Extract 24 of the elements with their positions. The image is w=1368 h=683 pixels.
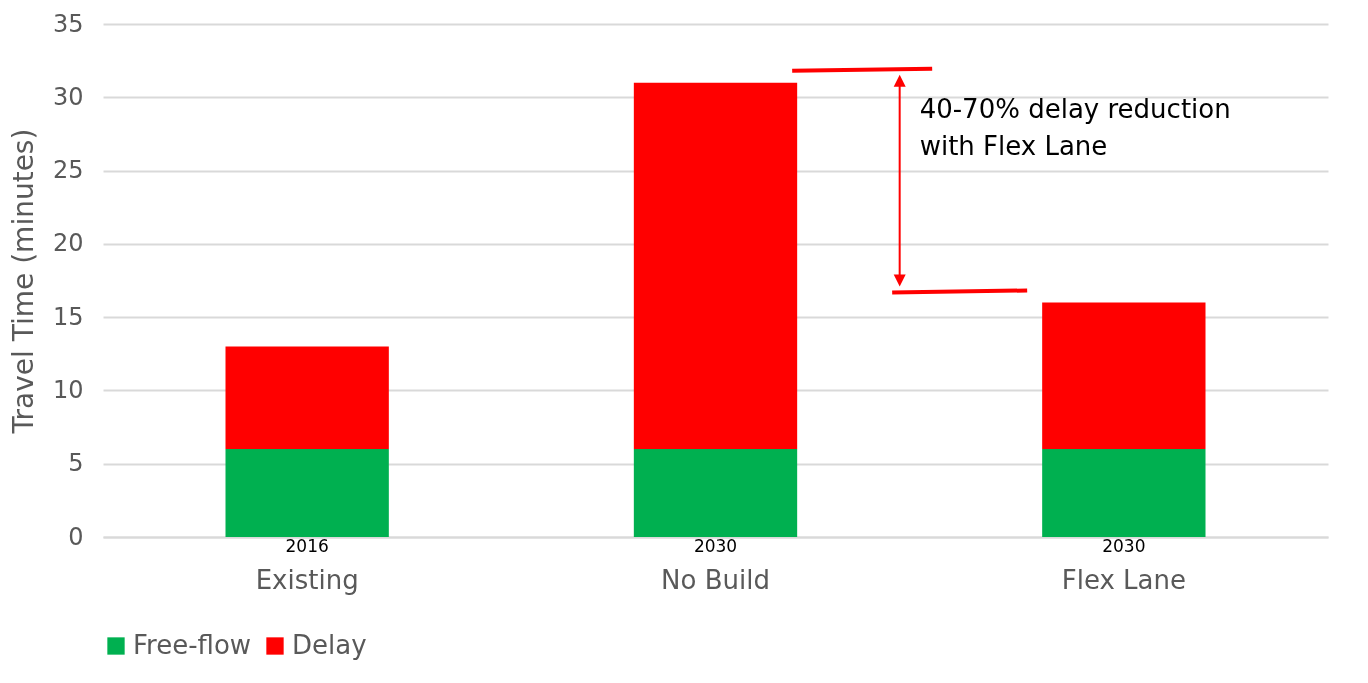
legend-label: Delay (292, 630, 367, 660)
bar (1042, 449, 1206, 537)
y-tick-label: 5 (68, 449, 84, 478)
y-tick-label: 15 (52, 302, 84, 331)
y-tick-label: 0 (68, 522, 84, 551)
bar (633, 82, 798, 450)
y-tick-label: 25 (52, 156, 84, 185)
annotation: 40-70% delay reduction with Flex Lane (919, 92, 1232, 163)
bar (1042, 302, 1206, 450)
x-tick-label: Flex Lane (1061, 564, 1186, 595)
x-tick-label: Existing (255, 564, 359, 595)
bar (633, 449, 798, 537)
y-tick-label: 10 (52, 375, 84, 404)
bar (225, 449, 389, 537)
bar (225, 346, 389, 450)
legend-label: Free-flow (133, 630, 252, 660)
y-tick-label: 35 (52, 9, 84, 38)
annotation: 2030 (693, 536, 738, 556)
y-tick-label: 30 (52, 82, 84, 111)
annotation: 2030 (1102, 536, 1146, 556)
annotation: 2016 (285, 536, 329, 556)
y-tick-label: 20 (52, 229, 84, 258)
x-tick-label: No Build (661, 564, 770, 595)
y-axis-title: Travel Time (minutes) (6, 128, 40, 435)
